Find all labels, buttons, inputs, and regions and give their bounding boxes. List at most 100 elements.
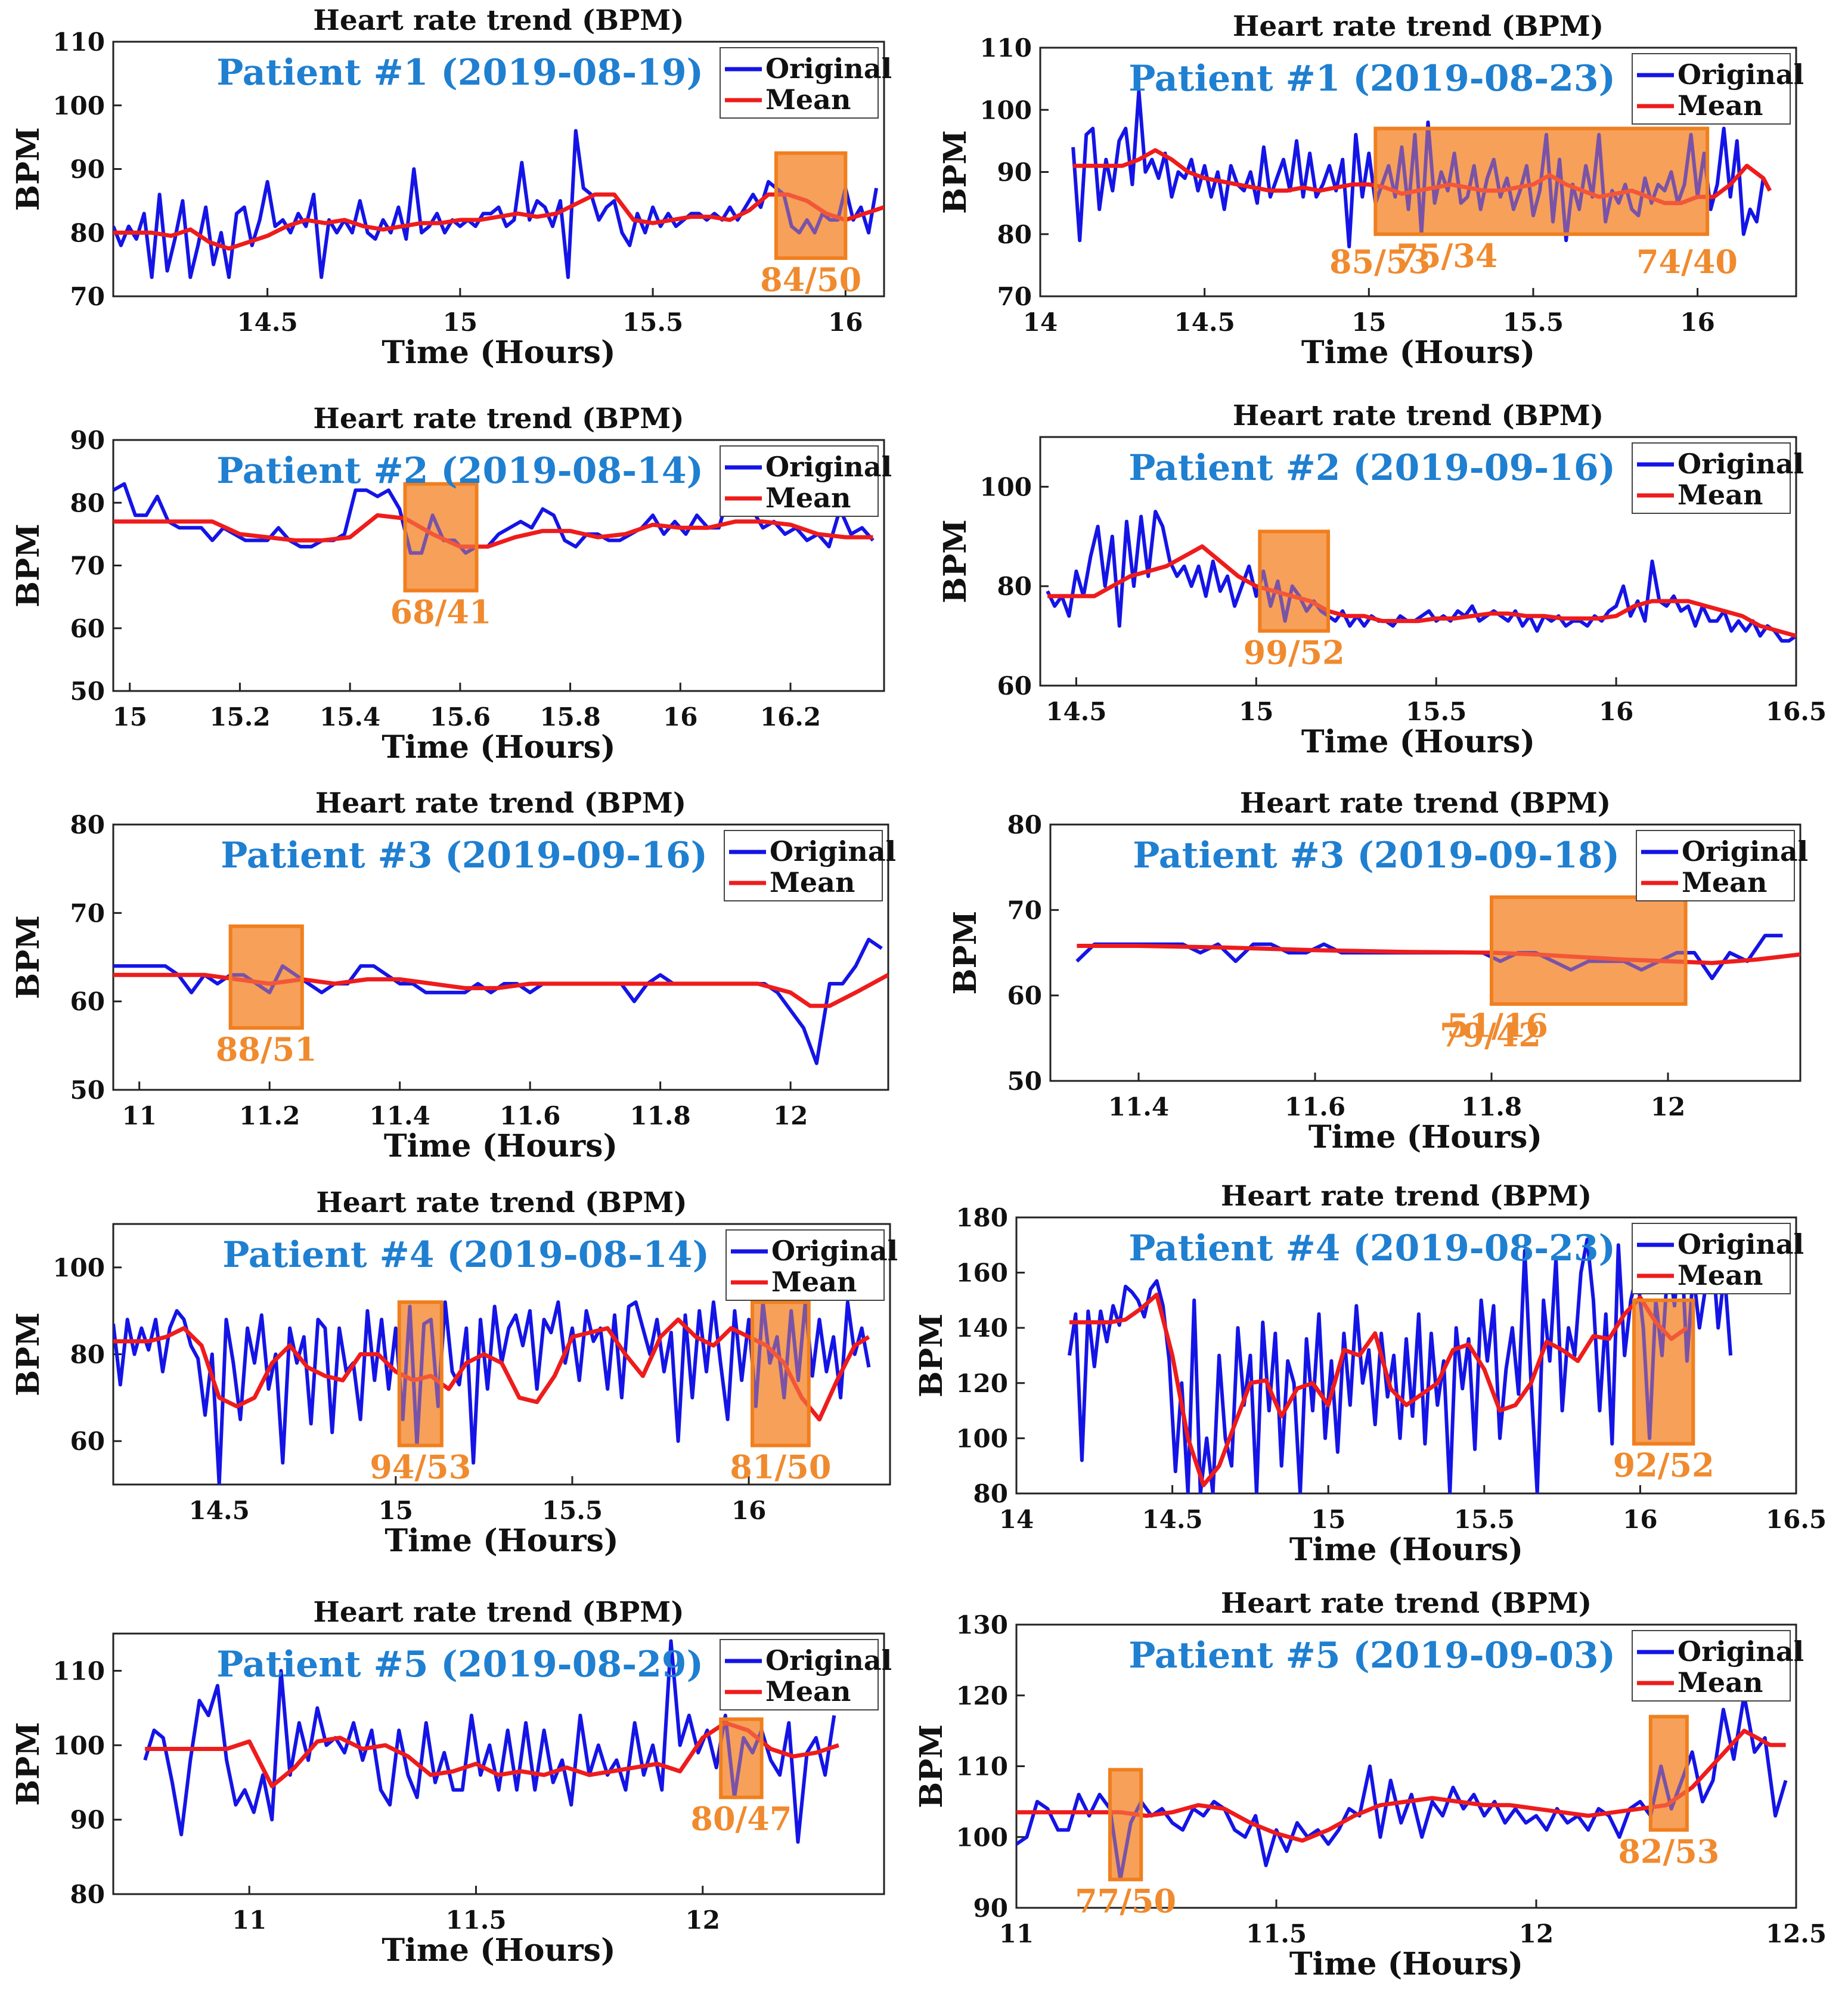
- x-axis-label: Time (Hours): [1289, 1532, 1523, 1568]
- y-tick-label: 90: [70, 1805, 105, 1834]
- x-tick-label: 14.5: [1174, 308, 1235, 337]
- chart-panel-9: Heart rate trend (BPM) 80 90 100 110 11 11.5 12…: [10, 1596, 892, 1969]
- x-tick-label: 11.4: [1108, 1092, 1169, 1121]
- highlight-region: [1648, 1715, 1689, 1832]
- x-tick-label: 11.8: [630, 1101, 690, 1130]
- bp-annotation-label: 92/52: [1613, 1446, 1714, 1485]
- y-axis-label: BPM: [937, 130, 973, 214]
- bp-annotation-label: 88/51: [216, 1030, 317, 1068]
- y-tick-label: 60: [70, 1427, 105, 1456]
- y-tick-label: 60: [70, 987, 105, 1017]
- x-tick-label: 15.5: [542, 1496, 603, 1525]
- x-tick-label: 12.5: [1766, 1919, 1827, 1948]
- y-tick-label: 90: [70, 426, 105, 455]
- chart-title: Heart rate trend (BPM): [1221, 1587, 1592, 1620]
- y-tick-label: 50: [1007, 1067, 1042, 1096]
- original-series-line: [113, 129, 879, 279]
- y-tick-label: 90: [997, 158, 1032, 187]
- legend-box: [1636, 830, 1795, 901]
- original-series-line: [113, 1300, 871, 1485]
- x-tick-label: 14.5: [1142, 1505, 1202, 1534]
- y-tick-label: 110: [979, 33, 1032, 63]
- y-tick-label: 140: [956, 1313, 1008, 1343]
- mean-series-line: [1047, 544, 1796, 638]
- legend-entry: Mean: [771, 1266, 857, 1298]
- x-axis-label: Time (Hours): [385, 1523, 618, 1559]
- x-tick-label: 15: [443, 308, 477, 337]
- y-tick-label: 50: [70, 1076, 105, 1105]
- chart-panel-6: Heart rate trend (BPM) 50 60 70 80 11.4 11.6 11…: [947, 787, 1808, 1155]
- y-axis-label: BPM: [10, 915, 46, 999]
- y-tick-label: 100: [979, 472, 1032, 501]
- x-tick-label: 14.5: [189, 1496, 250, 1525]
- highlight-region: [397, 1300, 444, 1448]
- chart-title: Heart rate trend (BPM): [313, 4, 684, 37]
- highlight-region: [1490, 895, 1688, 1006]
- x-axis-label: Time (Hours): [382, 334, 615, 371]
- x-tick-label: 16: [1623, 1505, 1657, 1534]
- y-tick-label: 160: [956, 1259, 1008, 1288]
- chart-panel-4: Heart rate trend (BPM) 60 80 100 14.5 15 15.5 1…: [937, 399, 1827, 760]
- legend-entry: Mean: [770, 866, 855, 898]
- patient-label: Patient #4 (2019-08-23): [1128, 1228, 1616, 1269]
- legend-entry: Original: [1678, 1228, 1804, 1260]
- y-axis-label: BPM: [913, 1724, 950, 1808]
- y-tick-label: 120: [956, 1681, 1008, 1710]
- y-axis-label: BPM: [937, 519, 973, 603]
- mean-series-line: [1073, 148, 1772, 206]
- y-tick-label: 70: [70, 898, 105, 928]
- x-axis-label: Time (Hours): [382, 1932, 615, 1969]
- chart-panel-7: Heart rate trend (BPM) 60 80 100 14.5 15 15.5 1…: [10, 1186, 898, 1559]
- bp-annotation-label: 99/52: [1244, 633, 1345, 671]
- legend-entry: Original: [1678, 1635, 1804, 1668]
- highlight-region: [1373, 126, 1710, 236]
- x-tick-label: 11.5: [445, 1905, 506, 1935]
- highlight-region: [228, 924, 304, 1030]
- bp-annotation-label: 75/34: [1396, 237, 1497, 275]
- chart-title: Heart rate trend (BPM): [1233, 399, 1604, 432]
- y-axis-label: BPM: [947, 911, 984, 995]
- legend-box: [1632, 53, 1791, 125]
- x-tick-label: 12: [773, 1101, 808, 1130]
- legend-entry: Mean: [765, 482, 851, 514]
- legend-entry: Original: [765, 1644, 892, 1676]
- x-tick-label: 16: [828, 308, 863, 337]
- x-tick-label: 11.5: [1246, 1919, 1307, 1948]
- chart-title: Heart rate trend (BPM): [315, 787, 686, 820]
- x-tick-label: 15.6: [430, 702, 491, 732]
- y-tick-label: 180: [956, 1203, 1008, 1232]
- x-tick-label: 14: [1023, 308, 1058, 337]
- chart-panel-2: Heart rate trend (BPM) 70 80 90 100 110 14 14.5…: [937, 10, 1804, 371]
- x-tick-label: 15: [1239, 697, 1273, 726]
- chart-title: Heart rate trend (BPM): [313, 402, 684, 435]
- highlight-region: [1108, 1768, 1143, 1882]
- legend-entry: Original: [1678, 58, 1804, 91]
- y-axis-label: BPM: [10, 523, 46, 608]
- y-tick-label: 80: [997, 572, 1032, 601]
- y-tick-label: 80: [70, 1880, 105, 1909]
- series-group: [113, 1300, 871, 1485]
- x-axis-label: Time (Hours): [1301, 334, 1535, 371]
- legend-box: [1632, 1630, 1791, 1702]
- x-tick-label: 15: [1311, 1505, 1345, 1534]
- y-tick-label: 70: [997, 282, 1032, 311]
- y-tick-label: 130: [956, 1610, 1008, 1640]
- y-tick-label: 80: [70, 218, 105, 247]
- bp-annotation-label: 81/50: [730, 1448, 831, 1486]
- y-tick-label: 80: [973, 1479, 1008, 1508]
- chart-panel-5: Heart rate trend (BPM) 50 60 70 80 11 11.2 11.4…: [10, 787, 896, 1164]
- x-tick-label: 15: [1351, 308, 1386, 337]
- x-tick-label: 16: [1599, 697, 1633, 726]
- patient-label: Patient #5 (2019-08-29): [216, 1644, 703, 1685]
- x-tick-label: 15.2: [209, 702, 270, 732]
- y-tick-label: 100: [52, 1731, 105, 1760]
- chart-panel-3: Heart rate trend (BPM) 50 60 70 80 90 15 15.2 15…: [10, 402, 892, 766]
- mean-series-line: [1077, 944, 1800, 965]
- x-tick-label: 16.2: [760, 702, 821, 732]
- y-tick-label: 80: [997, 220, 1032, 249]
